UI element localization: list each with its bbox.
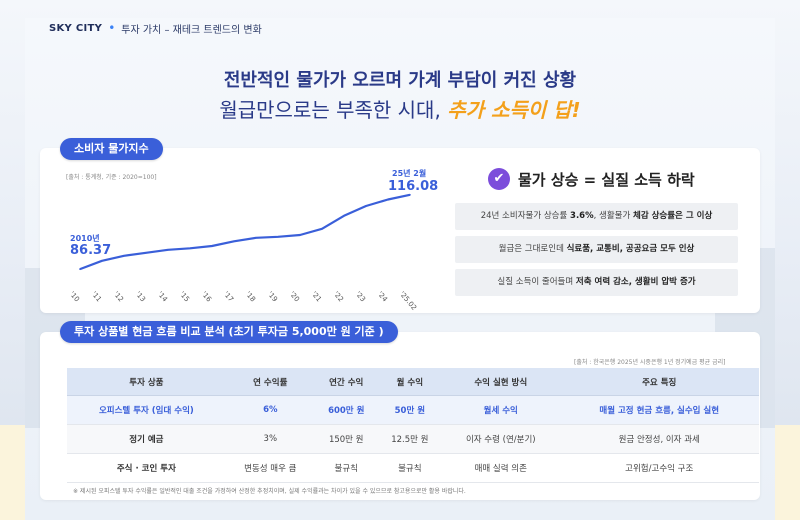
- table-cell: 월세 수익: [442, 395, 560, 425]
- right-panel-title-text: 물가 상승 = 실질 소득 하락: [518, 170, 695, 189]
- table-cell: 원금 안정성, 이자 과세: [559, 424, 759, 454]
- info-bar-2: 월급은 그대로인데 식료품, 교통비, 공공요금 모두 인상: [455, 236, 738, 263]
- info-bold: 체감 상승률은 그 이상: [633, 211, 713, 221]
- table-header-row: 투자 상품 연 수익률 연간 수익 월 수익 수익 실현 방식 주요 특징: [67, 368, 759, 396]
- cpi-data-point: [123, 254, 125, 257]
- cpi-data-point: [167, 248, 169, 251]
- table-row: 정기 예금 3% 150만 원 12.5만 원 이자 수령 (연/분기) 원금 …: [67, 424, 759, 454]
- col-header: 주요 특징: [559, 368, 759, 396]
- table-row: 오피스텔 투자 (임대 수익) 6% 600만 원 50만 원 월세 수익 매월…: [67, 395, 759, 425]
- table-cell: 고위험/고수익 구조: [559, 453, 759, 483]
- cpi-data-point: [255, 236, 257, 239]
- info-text: 월급은 그대로인데: [498, 244, 567, 254]
- table-cell: 6%: [225, 395, 315, 425]
- cpi-data-point: [365, 205, 367, 207]
- cpi-data-point: [189, 247, 191, 250]
- table-cell: 600만 원: [314, 395, 378, 425]
- table-cell: 정기 예금: [67, 424, 226, 454]
- col-header: 투자 상품: [67, 368, 226, 396]
- table-cell: 50만 원: [377, 395, 443, 425]
- info-text: 실질 소득이 줄어들며: [497, 277, 576, 287]
- cpi-data-point: [211, 245, 213, 247]
- cpi-data-point: [145, 251, 147, 254]
- info-text: 24년 소비자물가 상승률: [480, 211, 571, 221]
- cpi-series-line: [79, 193, 411, 271]
- cpi-data-point: [409, 194, 411, 196]
- cpi-data-point: [277, 235, 279, 238]
- table-cell: 매월 고정 현금 흐름, 실수입 실현: [559, 395, 759, 425]
- cpi-pill: 소비자 물가지수: [60, 138, 163, 160]
- info-bold: 3.6%: [570, 211, 594, 221]
- table-cell: 오피스텔 투자 (임대 수익): [67, 395, 226, 425]
- info-bold: 저축 여력 감소, 생활비 압박 증가: [575, 277, 696, 287]
- separator-dot: •: [108, 21, 116, 35]
- cpi-end-value: 116.08: [388, 179, 439, 194]
- table-cell: 매매 실력 의존: [442, 453, 560, 483]
- col-header: 연 수익률: [225, 368, 315, 396]
- info-bar-3: 실질 소득이 줄어들며 저축 여력 감소, 생활비 압박 증가: [455, 269, 738, 296]
- table-cell: 주식 · 코인 투자: [67, 453, 226, 483]
- check-icon: ✔: [488, 168, 510, 190]
- info-bar-1: 24년 소비자물가 상승률 3.6%, 생활물가 체감 상승률은 그 이상: [455, 203, 738, 230]
- hero-line-1: 전반적인 물가가 오르며 가계 부담이 커진 상황: [223, 70, 577, 91]
- table-cell: 이자 수령 (연/분기): [442, 424, 560, 454]
- breadcrumb: 투자 가치 – 재테크 트렌드의 변화: [121, 24, 262, 36]
- hero-highlight: 추가 소득이 답!: [447, 98, 581, 122]
- table-cell: 불규칙: [377, 453, 443, 483]
- page-header: SKY CITY • 투자 가치 – 재테크 트렌드의 변화: [49, 18, 262, 38]
- brand-logo[interactable]: SKY CITY: [49, 22, 103, 34]
- table-source: [출처 : 한국은행 2025년 시중은행 1년 정기예금 평균 금리]: [574, 359, 726, 366]
- col-header: 월 수익: [377, 368, 443, 396]
- cpi-start-value: 86.37: [70, 243, 112, 258]
- hero-line-2-prefix: 월급만으로는 부족한 시대,: [219, 98, 448, 122]
- col-header: 수익 실현 방식: [442, 368, 560, 396]
- table-cell: 불규칙: [314, 453, 378, 483]
- cpi-start-label: 2010년: [70, 234, 100, 243]
- right-panel-title: ✔ 물가 상승 = 실질 소득 하락: [488, 168, 695, 190]
- table-footnote: ※ 제시된 오피스텔 투자 수익률은 일반적인 대출 조건을 가정하여 산정한 …: [73, 488, 466, 495]
- table-pill: 투자 상품별 현금 흐름 비교 분석 (초기 투자금 5,000만 원 기준 ): [60, 321, 398, 343]
- info-text: , 생활물가: [593, 211, 633, 221]
- cpi-data-point: [299, 234, 301, 236]
- table-cell: 12.5만 원: [377, 424, 443, 454]
- cpi-data-point: [233, 240, 235, 243]
- cpi-data-point: [79, 268, 81, 270]
- cpi-data-point: [343, 214, 345, 217]
- table-cell: 3%: [225, 424, 315, 454]
- comparison-table: 투자 상품 연 수익률 연간 수익 월 수익 수익 실현 방식 주요 특징 오피…: [67, 368, 759, 483]
- table-cell: 변동성 매우 큼: [225, 453, 315, 483]
- cpi-data-point: [101, 259, 103, 262]
- hero-line-2: 월급만으로는 부족한 시대, 추가 소득이 답!: [0, 94, 800, 123]
- cpi-end-label: 25년 2월: [392, 169, 427, 178]
- col-header: 연간 수익: [314, 368, 378, 396]
- cpi-data-point: [387, 198, 389, 201]
- table-row: 주식 · 코인 투자 변동성 매우 큼 불규칙 불규칙 매매 실력 의존 고위험…: [67, 453, 759, 483]
- cpi-data-point: [321, 227, 323, 230]
- table-cell: 150만 원: [314, 424, 378, 454]
- info-bold: 식료품, 교통비, 공공요금 모두 인상: [566, 244, 695, 254]
- cpi-source: [출처 : 통계청, 기준 : 2020=100]: [66, 174, 157, 181]
